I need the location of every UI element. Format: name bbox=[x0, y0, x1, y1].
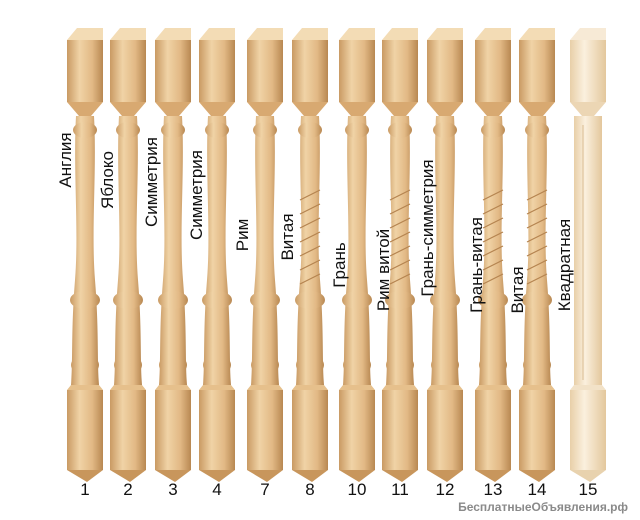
baluster-4 bbox=[199, 28, 235, 482]
baluster-11 bbox=[382, 28, 418, 482]
baluster-8 bbox=[292, 28, 328, 482]
baluster-3 bbox=[155, 28, 191, 482]
baluster-number-label: 8 bbox=[305, 480, 315, 499]
baluster-number-label: 13 bbox=[483, 480, 503, 499]
baluster-number-label: 15 bbox=[578, 480, 598, 499]
baluster-2 bbox=[110, 28, 146, 482]
baluster-14 bbox=[519, 28, 555, 482]
baluster-name-label: Симметрия bbox=[142, 137, 161, 227]
baluster-number-label: 3 bbox=[168, 480, 178, 499]
baluster-12 bbox=[427, 28, 463, 482]
baluster-name-label: Рим витой bbox=[374, 228, 393, 312]
baluster-number-label: 12 bbox=[435, 480, 455, 499]
baluster-name-label: Яблоко bbox=[98, 151, 117, 209]
baluster-name-label: Грань-симметрия bbox=[418, 159, 437, 297]
baluster-15 bbox=[570, 28, 606, 482]
baluster-number-label: 10 bbox=[347, 480, 367, 499]
baluster-number-label: 1 bbox=[80, 480, 90, 499]
baluster-1 bbox=[67, 28, 103, 482]
baluster-number-label: 2 bbox=[123, 480, 133, 499]
baluster-number-label: 11 bbox=[391, 480, 409, 499]
baluster-number-label: 14 bbox=[527, 480, 547, 499]
baluster-name-label: Рим bbox=[233, 218, 252, 252]
baluster-name-label: Симметрия bbox=[187, 150, 206, 240]
baluster-number-label: 4 bbox=[212, 480, 222, 499]
watermark: БесплатныеОбъявления.рф bbox=[458, 500, 628, 514]
baluster-name-label: Витая bbox=[508, 266, 527, 314]
baluster-name-label: Грань bbox=[330, 242, 349, 288]
baluster-10 bbox=[339, 28, 375, 482]
baluster-7 bbox=[247, 28, 283, 482]
baluster-name-label: Англия bbox=[56, 132, 75, 188]
baluster-name-label: Грань-витая bbox=[467, 217, 486, 313]
baluster-name-label: Витая bbox=[278, 213, 297, 261]
baluster-number-label: 7 bbox=[260, 480, 270, 499]
baluster-name-label: Квадратная bbox=[555, 218, 574, 312]
baluster-13 bbox=[475, 28, 511, 482]
